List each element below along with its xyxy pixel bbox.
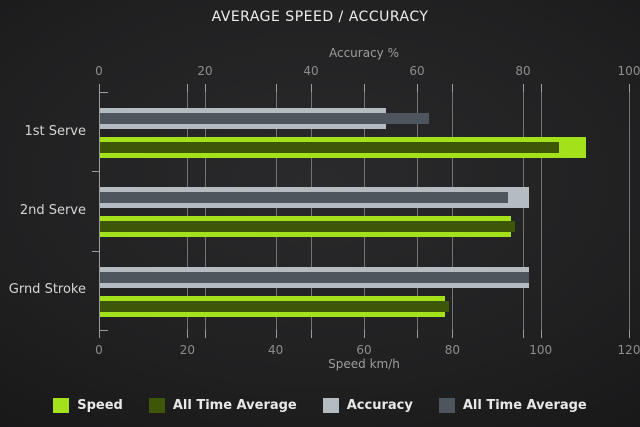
gridline-bottom-20 — [187, 92, 188, 330]
tick-top-20-b — [205, 330, 206, 338]
tick-top-60-b — [417, 330, 418, 338]
bar-all-time-average — [100, 113, 429, 124]
legend-swatch-3 — [322, 397, 339, 413]
top-tick-label-0: 0 — [95, 64, 103, 78]
tick-bottom-80-b — [452, 330, 453, 338]
tick-top-20 — [205, 84, 206, 92]
chart-title: AVERAGE SPEED / ACCURACY — [211, 9, 429, 25]
bar-all-time-average — [100, 221, 516, 233]
y-axis-line — [99, 92, 100, 330]
tick-bottom-20 — [187, 84, 188, 92]
top-axis-title: Accuracy % — [328, 46, 399, 60]
bottom-axis-title: Speed km/h — [328, 357, 400, 371]
top-tick-label-80: 80 — [515, 64, 531, 78]
gridline-bottom-60 — [364, 92, 365, 330]
gridline-bottom-80 — [452, 92, 453, 330]
tick-bottom-120-b — [629, 330, 630, 338]
gridline-top-20 — [205, 92, 206, 330]
axis-corner — [99, 330, 108, 331]
legend-item-4: All Time Average — [438, 397, 587, 413]
top-tick-label-20: 20 — [197, 64, 213, 78]
tick-bottom-80 — [452, 84, 453, 92]
top-tick-label-60: 60 — [409, 64, 425, 78]
tick-top-40 — [311, 84, 312, 92]
bar-all-time-average — [100, 300, 449, 312]
legend-label-2: All Time Average — [172, 397, 297, 413]
tick-bottom-0-b — [99, 330, 100, 338]
legend-swatch-1 — [53, 397, 70, 413]
tick-bottom-60 — [364, 84, 365, 92]
tick-bottom-0 — [99, 84, 100, 92]
legend-item-1: Speed — [53, 397, 123, 413]
tick-top-40-b — [311, 330, 312, 338]
bottom-tick-label-60: 60 — [356, 343, 372, 357]
legend-item-2: All Time Average — [148, 397, 297, 413]
tick-bottom-40-b — [276, 330, 277, 338]
category-divider — [92, 251, 99, 252]
bottom-tick-label-20: 20 — [179, 343, 195, 357]
legend-label-1: Speed — [77, 397, 123, 413]
gridline-top-80 — [523, 92, 524, 330]
bottom-tick-label-40: 40 — [268, 343, 284, 357]
gridline-bottom-120 — [629, 92, 630, 330]
tick-top-80 — [523, 84, 524, 92]
bar-all-time-average — [100, 192, 509, 204]
tick-bottom-100 — [541, 84, 542, 92]
legend-swatch-2 — [148, 397, 165, 413]
category-label-2: 2nd Serve — [19, 203, 86, 218]
gridline-top-40 — [311, 92, 312, 330]
legend-label-4: All Time Average — [462, 397, 587, 413]
plot-area — [92, 84, 630, 338]
bottom-tick-label-100: 100 — [529, 343, 553, 357]
category-divider — [92, 171, 99, 172]
tick-top-80-b — [523, 330, 524, 338]
bar-all-time-average — [100, 271, 530, 283]
gridline-bottom-100 — [541, 92, 542, 330]
legend-swatch-4 — [438, 397, 455, 413]
tick-bottom-20-b — [187, 330, 188, 338]
tick-bottom-60-b — [364, 330, 365, 338]
tick-bottom-40 — [276, 84, 277, 92]
bottom-tick-label-120: 120 — [617, 343, 640, 357]
tick-bottom-100-b — [541, 330, 542, 338]
category-label-1: 1st Serve — [24, 123, 86, 139]
legend: Speed All Time Average Accuracy All Time Av… — [0, 396, 640, 414]
gridline-top-60 — [417, 92, 418, 330]
top-tick-label-40: 40 — [303, 64, 319, 78]
legend-label-3: Accuracy — [346, 397, 413, 413]
legend-item-3: Accuracy — [322, 397, 413, 413]
tick-top-60 — [417, 84, 418, 92]
category-label-3: Grnd Stroke — [8, 282, 86, 298]
bottom-tick-label-0: 0 — [95, 343, 103, 357]
bottom-tick-label-80: 80 — [444, 343, 460, 357]
top-tick-label-100: 100 — [617, 64, 640, 78]
bar-all-time-average — [100, 142, 560, 153]
tick-bottom-120 — [629, 84, 630, 92]
axis-corner — [99, 92, 108, 93]
gridline-bottom-40 — [276, 92, 277, 330]
